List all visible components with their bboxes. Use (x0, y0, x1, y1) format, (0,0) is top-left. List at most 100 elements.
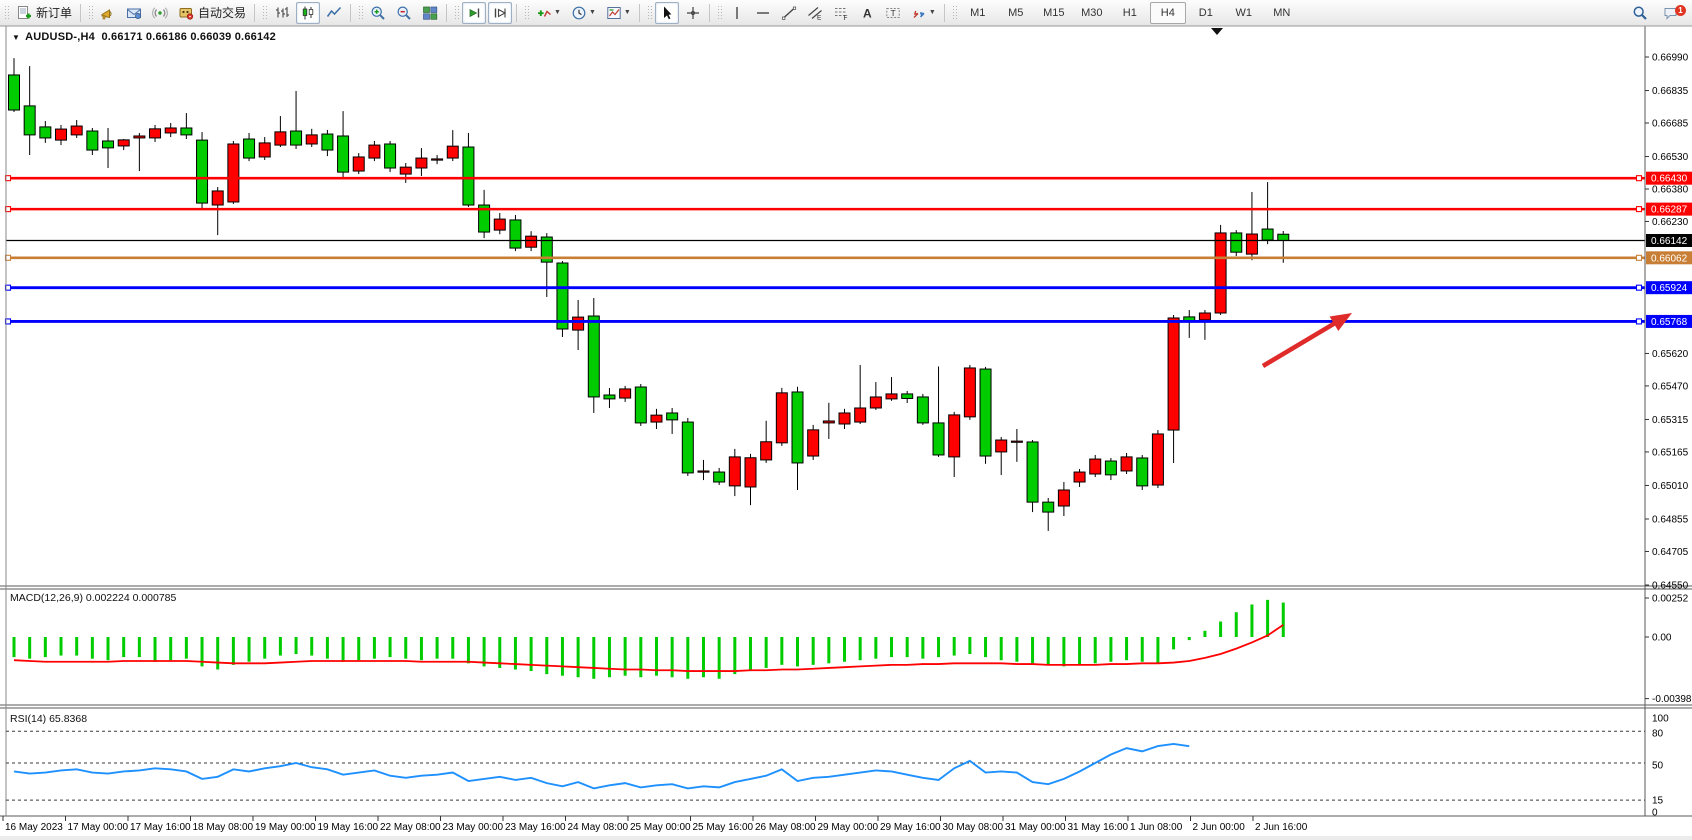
candlestick-button[interactable] (296, 1, 321, 24)
toolbar-separator (350, 3, 352, 22)
timeframe-button-MN[interactable]: MN (1273, 6, 1291, 19)
chevron-down-icon[interactable]: ▼ (588, 9, 596, 16)
chart-ohlc-values: 0.66171 0.66186 0.66039 0.66142 (101, 31, 276, 43)
arrow-annotation[interactable] (1261, 313, 1352, 368)
new-order-button[interactable]: 新订单 (12, 2, 76, 24)
toolbar-grip[interactable] (646, 4, 652, 21)
fibonacci-icon: F (834, 7, 847, 21)
chevron-down-icon[interactable]: ▼ (623, 9, 631, 16)
toolbar-grip[interactable] (454, 4, 460, 21)
channel-button[interactable]: E (803, 2, 827, 24)
pane-splitter[interactable] (0, 585, 1692, 590)
chevron-down-icon[interactable]: ▼ (12, 33, 21, 42)
svg-text:0.65470: 0.65470 (1652, 381, 1689, 392)
zoom-in-button[interactable] (366, 2, 390, 24)
text-icon: A (863, 6, 872, 20)
signal-button[interactable] (148, 2, 172, 24)
new-order-button-label: 新订单 (36, 6, 73, 20)
horizontal-line-0.65924[interactable] (4, 284, 1646, 291)
auto-scroll-button[interactable] (462, 1, 487, 24)
timeframe-button-M1[interactable]: M1 (970, 6, 986, 19)
timeframe-button-D1[interactable]: D1 (1198, 6, 1213, 19)
line-chart-icon (326, 6, 342, 17)
timeframe-button-H4[interactable]: H4 (1149, 1, 1186, 24)
zoom-in-icon (371, 5, 385, 20)
horizontal-line-button[interactable] (751, 2, 775, 24)
svg-text:0.64550: 0.64550 (1652, 581, 1689, 592)
news-button[interactable] (96, 2, 120, 24)
line-handle[interactable] (1635, 318, 1643, 325)
chat-button[interactable]: 1 (1659, 2, 1686, 24)
auto-scroll-icon (469, 8, 480, 17)
svg-text:31 May 00:00: 31 May 00:00 (1005, 822, 1066, 833)
chevron-down-icon[interactable]: ▼ (554, 9, 561, 16)
line-handle[interactable] (1635, 284, 1643, 291)
svg-text:0.65010: 0.65010 (1652, 481, 1689, 492)
channel-icon: E (807, 6, 822, 21)
tile-windows-button[interactable] (418, 2, 442, 24)
timeframe-button-H1[interactable]: H1 (1122, 6, 1137, 19)
vertical-line-button[interactable] (725, 2, 749, 24)
svg-text:19 May 00:00: 19 May 00:00 (255, 822, 316, 833)
line-chart-button[interactable] (322, 2, 346, 24)
toolbar-grip[interactable] (4, 4, 9, 21)
rsi-line (13, 742, 1190, 790)
toolbar-separator (254, 3, 256, 22)
svg-text:0.66835: 0.66835 (1652, 86, 1689, 97)
autotrading-icon (179, 7, 194, 20)
timeframe-button-M5[interactable]: M5 (1008, 6, 1024, 19)
price-badge-0.66142: 0.66142 (1646, 234, 1692, 247)
chart-shift-marker[interactable] (1211, 28, 1223, 35)
horizontal-line-0.65768[interactable] (4, 318, 1646, 325)
macd-histogram (12, 599, 1285, 679)
zoom-out-button[interactable] (392, 2, 416, 24)
periods-button[interactable]: ▼ (567, 2, 600, 24)
rsi-axis-label: 80 (1652, 729, 1664, 740)
rsi-label: RSI(14) 65.8368 (10, 713, 87, 725)
search-button[interactable] (1628, 2, 1652, 24)
timeframe-button-W1[interactable]: W1 (1235, 6, 1253, 19)
ohlc-bars-icon (276, 6, 290, 17)
search-icon (1633, 6, 1647, 20)
autotrading-button[interactable]: 自动交易 (174, 2, 250, 24)
line-handle[interactable] (1635, 175, 1643, 182)
horizontal-line-0.66287[interactable] (4, 206, 1646, 213)
text-label-button[interactable]: T (881, 2, 905, 24)
tile-windows-icon (423, 6, 438, 20)
svg-text:26 May 08:00: 26 May 08:00 (755, 822, 816, 833)
indicators-button[interactable]: ▼ (532, 2, 565, 24)
indicators-icon (538, 9, 551, 17)
templates-button[interactable]: ▼ (602, 2, 635, 24)
text-button[interactable]: A (855, 2, 879, 24)
mail-button[interactable] (122, 2, 146, 24)
trend-line-button[interactable] (777, 2, 801, 24)
crosshair-button[interactable] (681, 2, 705, 24)
svg-text:0.65165: 0.65165 (1652, 447, 1689, 458)
chevron-down-icon[interactable]: ▼ (928, 9, 936, 16)
arrows-button[interactable]: ▼ (907, 2, 940, 24)
cursor-button[interactable] (654, 1, 679, 24)
chart-shift-button[interactable] (488, 1, 513, 24)
svg-text:0.66287: 0.66287 (1651, 205, 1688, 216)
pane-splitter[interactable] (0, 704, 1692, 709)
toolbar-grip[interactable] (716, 4, 722, 21)
toolbar-separator (516, 3, 518, 22)
toolbar-grip[interactable] (88, 4, 94, 21)
toolbar-grip[interactable] (358, 4, 364, 21)
toolbar-grip[interactable] (524, 4, 530, 21)
ohlc-bars-button[interactable] (270, 2, 294, 24)
line-handle[interactable] (1635, 254, 1643, 261)
svg-text:0.66430: 0.66430 (1651, 174, 1688, 185)
chart-title: ▼ AUDUSD-,H4 0.66171 0.66186 0.66039 0.66… (12, 31, 276, 43)
fibonacci-button[interactable]: F (829, 2, 853, 24)
line-handle[interactable] (1635, 206, 1643, 213)
toolbar-buttons: 新订单 自动交易 ▼ ▼ ▼ E F A T ▼ M1 M5 M15 M30 H1 H4 D1 W1 MN (0, 0, 1301, 25)
timeframe-button-M30[interactable]: M30 (1081, 6, 1103, 19)
timeframe-button-M15[interactable]: M15 (1043, 6, 1065, 19)
toolbar-grip[interactable] (262, 4, 268, 21)
toolbar-grip[interactable] (951, 4, 957, 21)
svg-text:0.66062: 0.66062 (1651, 253, 1688, 264)
news-icon (101, 8, 112, 19)
